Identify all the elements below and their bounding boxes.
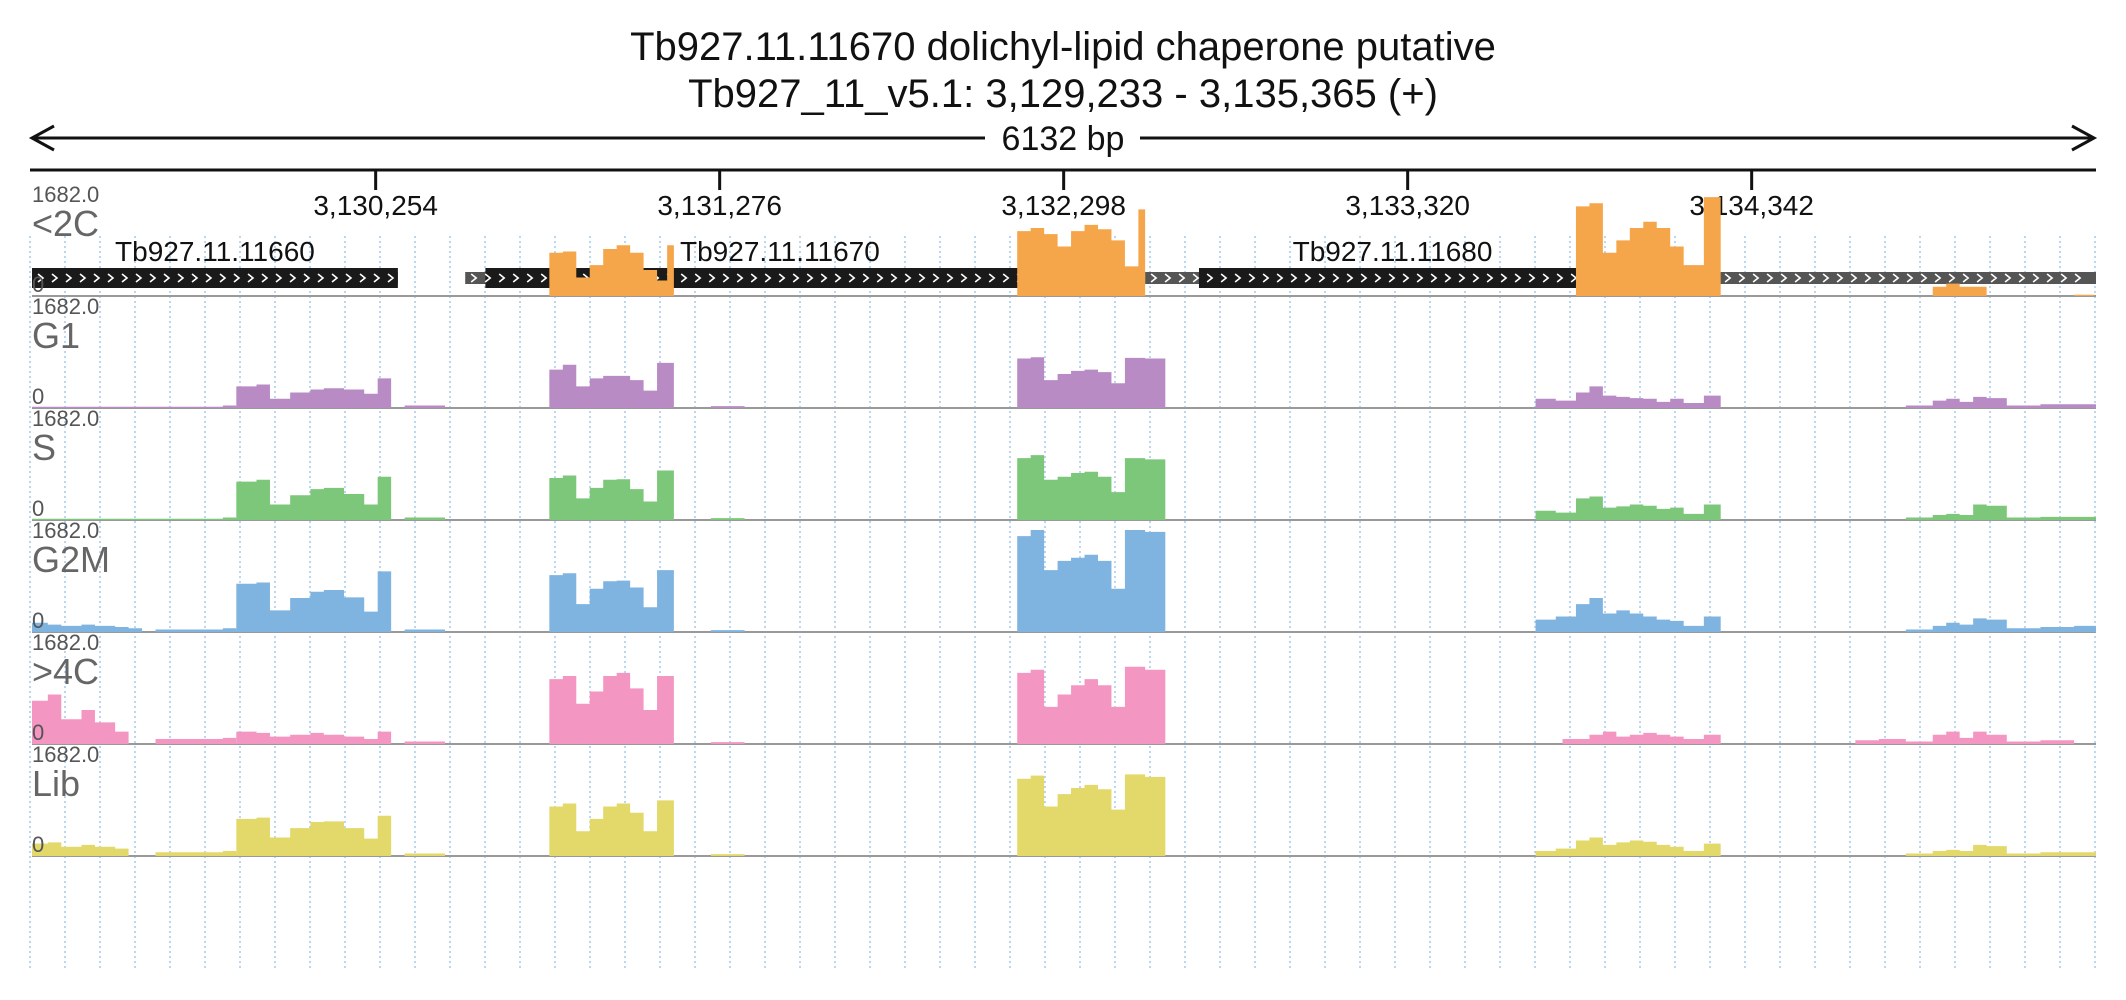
coverage-block	[404, 741, 446, 744]
coverage-block	[549, 470, 674, 520]
coverage-block	[32, 694, 129, 744]
coverage-block	[236, 476, 392, 520]
coverage-block	[1575, 197, 1721, 296]
coverage-block	[1905, 504, 2096, 520]
axis-tick-label: 3,130,254	[313, 190, 438, 221]
gene-cds	[32, 268, 398, 288]
track-name: G2M	[32, 539, 110, 580]
gene-label: Tb927.11.11670	[680, 236, 880, 267]
gene-cds	[1198, 268, 1587, 288]
coverage-block	[404, 629, 446, 632]
coverage-block	[549, 800, 674, 856]
track-zero-label: 0	[32, 384, 44, 409]
figure-title-line2: Tb927_11_v5.1: 3,129,233 - 3,135,365 (+)	[688, 72, 1438, 116]
track-name: Lib	[32, 763, 80, 804]
track-zero-label: 0	[32, 496, 44, 521]
coverage-block	[549, 362, 674, 408]
coverage-block	[1855, 731, 2075, 744]
gridlines	[29, 236, 2096, 968]
coverage-block	[549, 672, 674, 744]
coverage-block	[404, 853, 446, 856]
figure-title-line1: Tb927.11.11670 dolichyl-lipid chaperone …	[630, 25, 1496, 69]
span-length-label: 6132 bp	[1002, 120, 1125, 158]
track-name: <2C	[32, 203, 99, 244]
coverage-block	[710, 630, 745, 632]
coverage-block	[236, 571, 392, 632]
track-4: 1682.0>4C 0	[32, 630, 2096, 745]
coverage-block	[1905, 396, 2096, 408]
axis-tick-label: 3,131,276	[657, 190, 782, 221]
track-1: 1682.0G1 0	[32, 294, 2096, 409]
coverage-block	[2074, 294, 2095, 296]
gene-label: Tb927.11.11680	[1293, 236, 1493, 267]
coverage-block	[236, 731, 392, 744]
coverage-block	[1535, 496, 1721, 520]
coverage-block	[1017, 666, 1166, 744]
coverage-block	[1017, 455, 1166, 520]
coverage-block	[1905, 844, 2096, 856]
coordinate-axis: 3,130,254 3,131,276 3,132,298 3,133,320 3,13…	[30, 168, 2096, 221]
track-zero-label: 0	[32, 720, 44, 745]
coverage-block	[710, 742, 745, 744]
coverage-block	[32, 516, 237, 520]
span-arrow-right-head	[2071, 124, 2098, 152]
axis-tick-label: 3,132,298	[1001, 190, 1126, 221]
track-zero-label: 0	[32, 608, 44, 633]
coverage-block	[1017, 774, 1166, 856]
coverage-block	[236, 378, 392, 408]
coverage-block	[32, 622, 143, 632]
coverage-block	[155, 849, 237, 856]
track-0: 1682.0<2C 0	[32, 182, 2096, 297]
coverage-block	[1535, 597, 1721, 632]
coverage-block	[1905, 618, 2096, 632]
track-max-label: 1682.0	[32, 294, 99, 319]
coverage-block	[710, 854, 745, 856]
gene-label: Tb927.11.11660	[115, 236, 315, 267]
track-max-label: 1682.0	[32, 518, 99, 543]
coverage-block	[155, 627, 237, 632]
gene-strand-chevrons	[37, 273, 395, 283]
coverage-block	[710, 406, 745, 408]
track-max-label: 1682.0	[32, 182, 99, 207]
coverage-block	[549, 570, 674, 632]
track-name: G1	[32, 315, 80, 356]
coverage-block	[1535, 837, 1721, 856]
coverage-block	[1017, 529, 1166, 632]
coverage-block	[404, 405, 446, 408]
coverage-tracks: 1682.0<2C01682.0G101682.0S01682.0G2M0168…	[32, 182, 2096, 857]
track-2: 1682.0S 0	[32, 406, 2096, 521]
track-max-label: 1682.0	[32, 742, 99, 767]
axis-tick-label: 3,133,320	[1345, 190, 1470, 221]
coverage-block	[549, 245, 674, 296]
coverage-block	[1535, 386, 1721, 408]
coverage-block	[1017, 357, 1166, 408]
track-max-label: 1682.0	[32, 630, 99, 655]
coverage-block	[710, 518, 745, 520]
span-arrow: 6132 bp	[28, 120, 2098, 158]
track-zero-label: 0	[32, 272, 44, 297]
track-max-label: 1682.0	[32, 406, 99, 431]
coverage-block	[1017, 209, 1146, 296]
track-zero-label: 0	[32, 832, 44, 857]
track-name: S	[32, 427, 56, 468]
coverage-block	[404, 517, 446, 520]
coverage-block	[1562, 731, 1721, 744]
coverage-block	[155, 731, 237, 744]
coverage-block	[32, 842, 129, 856]
coverage-block	[236, 815, 392, 856]
coverage-block	[32, 404, 237, 408]
track-name: >4C	[32, 651, 99, 692]
span-arrow-left-head	[28, 124, 55, 152]
coverage-block	[1932, 283, 1987, 296]
